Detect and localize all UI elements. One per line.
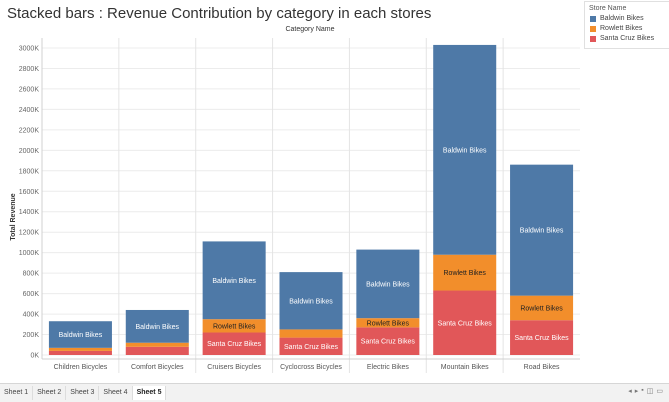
bar-data-label: Baldwin Bikes <box>366 281 410 288</box>
legend-label: Rowlett Bikes <box>600 25 643 32</box>
bar-data-label: Baldwin Bikes <box>520 228 564 235</box>
x-tick-label: Cyclocross Bicycles <box>280 364 342 371</box>
bar-segment[interactable] <box>433 254 497 291</box>
y-tick-label: 2600K <box>19 86 40 93</box>
tab-sheet-4[interactable]: Sheet 4 <box>99 386 133 400</box>
bar-segment[interactable] <box>279 337 343 355</box>
stacked-bar-chart: Category Name Total Revenue Baldwin Bike… <box>10 26 580 373</box>
bar-segment[interactable] <box>510 164 574 296</box>
y-tick-label: 1400K <box>19 209 40 216</box>
bar-segment[interactable] <box>202 332 266 355</box>
bar-segment[interactable] <box>356 327 420 355</box>
y-tick-label: 2800K <box>19 66 40 73</box>
legend[interactable]: Store Name Baldwin Bikes Rowlett Bikes S… <box>584 1 669 49</box>
x-tick-label: Comfort Bicycles <box>131 364 184 371</box>
bar-segment[interactable] <box>202 241 266 320</box>
bar-data-label: Santa Cruz Bikes <box>515 335 570 342</box>
bar-data-label: Rowlett Bikes <box>213 323 256 330</box>
tab-controls: ◂ ▸ ▪ ◫ ▭ <box>625 387 663 395</box>
y-tick-label: 3000K <box>19 46 40 53</box>
y-tick-label: 1200K <box>19 230 40 237</box>
y-tick-label: 400K <box>23 312 40 319</box>
bar-segment[interactable] <box>202 319 266 333</box>
legend-item-santa-cruz[interactable]: Santa Cruz Bikes <box>590 35 669 42</box>
bar-segment[interactable] <box>356 249 420 319</box>
bar-data-label: Rowlett Bikes <box>444 270 487 277</box>
chart-title: Stacked bars : Revenue Contribution by c… <box>7 5 432 22</box>
next-sheet-icon[interactable]: ▸ <box>634 388 639 395</box>
filmstrip-icon[interactable]: ◫ <box>646 388 654 395</box>
y-tick-label: 800K <box>23 271 40 278</box>
bar-segment[interactable] <box>433 290 497 355</box>
bar-data-label: Baldwin Bikes <box>212 278 256 285</box>
bar-segment[interactable] <box>356 318 420 328</box>
legend-title: Store Name <box>589 5 627 12</box>
legend-item-rowlett[interactable]: Rowlett Bikes <box>590 25 669 32</box>
legend-swatch <box>590 15 596 22</box>
bar-data-label: Santa Cruz Bikes <box>284 344 339 351</box>
x-axis-title: Category Name <box>285 26 334 33</box>
x-tick-label: Children Bicycles <box>54 364 108 371</box>
bar-data-label: Baldwin Bikes <box>59 332 103 339</box>
x-tick-label: Electric Bikes <box>367 364 410 371</box>
bar-segment[interactable] <box>125 309 189 343</box>
y-tick-label: 600K <box>23 291 40 298</box>
bar-segment[interactable] <box>510 320 574 355</box>
y-tick-label: 2200K <box>19 127 40 134</box>
bar-data-label: Santa Cruz Bikes <box>207 341 262 348</box>
sheet-tab-bar: Sheet 1 Sheet 2 Sheet 3 Sheet 4 Sheet 5 … <box>0 383 669 402</box>
bar-segment[interactable] <box>125 342 189 347</box>
bar-data-label: Santa Cruz Bikes <box>438 320 493 327</box>
bar-segment[interactable] <box>433 44 497 255</box>
y-tick-label: 2000K <box>19 148 40 155</box>
y-axis-title: Total Revenue <box>10 193 17 240</box>
bar-data-label: Baldwin Bikes <box>289 298 333 305</box>
bar-segment[interactable] <box>48 347 112 351</box>
bar-data-label: Rowlett Bikes <box>520 305 563 312</box>
prev-sheet-icon[interactable]: ◂ <box>628 388 632 395</box>
legend-label: Baldwin Bikes <box>600 15 644 22</box>
bar-segment[interactable] <box>125 346 189 355</box>
y-tick-label: 1600K <box>19 189 40 196</box>
bar-data-label: Baldwin Bikes <box>135 324 179 331</box>
legend-swatch <box>590 35 596 42</box>
tabs-icon[interactable]: ▭ <box>656 388 663 395</box>
tab-sheet-1[interactable]: Sheet 1 <box>0 386 34 400</box>
x-tick-label: Mountain Bikes <box>441 364 489 371</box>
x-tick-label: Cruisers Bicycles <box>207 364 261 371</box>
y-tick-label: 0K <box>30 353 39 360</box>
y-tick-label: 200K <box>23 332 40 339</box>
y-tick-label: 1000K <box>19 250 40 257</box>
bar-data-label: Baldwin Bikes <box>443 147 487 154</box>
bar-data-label: Rowlett Bikes <box>367 320 410 327</box>
bar-segment[interactable] <box>279 272 343 330</box>
legend-item-baldwin[interactable]: Baldwin Bikes <box>590 15 669 22</box>
bar-segment[interactable] <box>510 295 574 321</box>
show-sheet-icon[interactable]: ▪ <box>641 387 644 394</box>
legend-label: Santa Cruz Bikes <box>600 35 655 42</box>
y-tick-label: 2400K <box>19 107 40 114</box>
x-tick-label: Road Bikes <box>524 364 560 371</box>
bar-segment[interactable] <box>48 321 112 348</box>
tab-sheet-2[interactable]: Sheet 2 <box>33 386 67 400</box>
tab-sheet-3[interactable]: Sheet 3 <box>66 386 100 400</box>
bar-data-label: Santa Cruz Bikes <box>361 339 416 346</box>
tab-sheet-5[interactable]: Sheet 5 <box>132 386 167 400</box>
bar-segment[interactable] <box>48 350 112 355</box>
bar-segment[interactable] <box>279 329 343 338</box>
legend-swatch <box>590 25 596 32</box>
y-tick-label: 1800K <box>19 168 40 175</box>
